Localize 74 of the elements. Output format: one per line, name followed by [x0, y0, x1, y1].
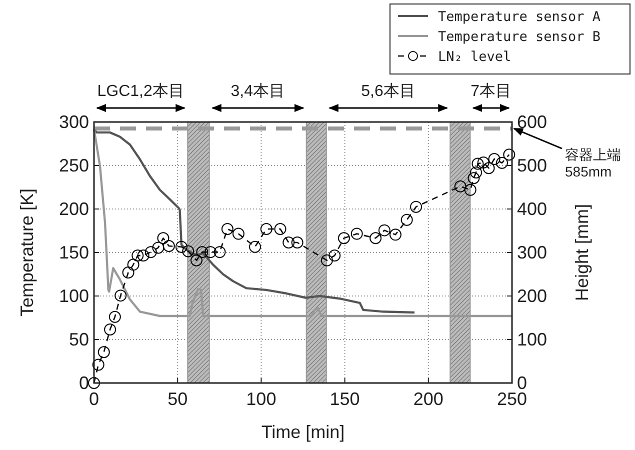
text: 3,4本目 [230, 82, 285, 100]
point [338, 232, 350, 244]
x-tick-label: 50 [168, 389, 188, 409]
point [132, 250, 144, 262]
y-tick-label: 0 [78, 373, 89, 393]
y2-tick-label: 600 [517, 112, 548, 132]
point [204, 246, 217, 258]
point [144, 246, 157, 258]
point [472, 158, 484, 170]
point [249, 240, 262, 253]
point [468, 172, 480, 184]
y-tick-label: 300 [58, 112, 89, 132]
text: 5,6本目 [361, 82, 416, 100]
y-tick-label: 150 [58, 242, 89, 262]
point [104, 323, 116, 336]
point [88, 377, 100, 389]
point [282, 236, 295, 248]
point [122, 266, 134, 279]
y-tick-label: 200 [58, 199, 89, 219]
legend-label: Temperature sensor A [438, 9, 601, 25]
point [260, 223, 272, 236]
point [482, 162, 495, 174]
ref-line-label: 容器上端 585mm [565, 146, 621, 180]
point [92, 358, 104, 371]
y-tick-label: 50 [68, 330, 89, 350]
point [320, 254, 333, 266]
point [127, 258, 140, 271]
point [182, 245, 194, 258]
point [232, 228, 244, 240]
x-tick-label: 100 [246, 389, 276, 409]
text: 7本目 [470, 82, 512, 100]
point [464, 184, 476, 196]
point [175, 240, 188, 253]
point [162, 240, 175, 252]
y-tick-label: 100 [58, 286, 89, 306]
point [400, 214, 413, 226]
point [108, 310, 121, 323]
y2-tick-label: 100 [517, 330, 548, 350]
point [503, 148, 516, 161]
point [137, 250, 150, 262]
point [196, 246, 208, 258]
y2-axis-title: Height [mm] [572, 204, 592, 302]
y2-tick-label: 500 [517, 156, 548, 176]
point [477, 156, 490, 168]
point [328, 250, 341, 262]
point [152, 242, 164, 254]
point [190, 254, 202, 266]
point [114, 290, 127, 302]
point [274, 223, 286, 236]
point [221, 223, 234, 236]
point [454, 180, 466, 192]
point [370, 232, 382, 244]
y-tick-label: 250 [58, 156, 89, 176]
x-tick-label: 150 [330, 389, 360, 409]
point [98, 346, 110, 358]
point [470, 166, 482, 178]
y2-tick-label: 300 [517, 242, 548, 262]
point [389, 228, 402, 241]
point [157, 232, 170, 244]
x-tick-label: 200 [413, 389, 444, 409]
y2-tick-label: 400 [517, 199, 548, 219]
y-axis-title: Temperature [K] [17, 188, 37, 317]
x-axis-title: Time [min] [261, 422, 345, 442]
legend-label: Temperature sensor B [438, 29, 601, 45]
y2-tick-label: 200 [517, 286, 548, 306]
legend-label: LN₂ level [438, 49, 512, 65]
point [214, 246, 226, 258]
text: LGC1,2本目 [97, 82, 184, 100]
point [488, 152, 500, 165]
point [350, 228, 363, 240]
point [291, 236, 304, 248]
point [410, 200, 422, 213]
point [496, 156, 508, 169]
point [378, 224, 390, 236]
